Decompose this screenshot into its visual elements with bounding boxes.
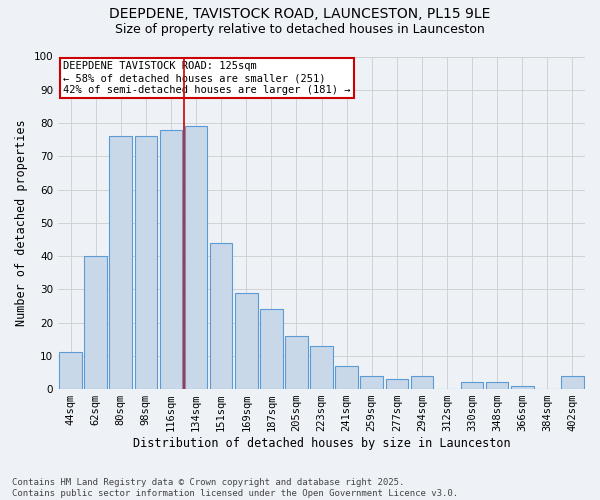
Bar xyxy=(59,352,82,389)
Bar xyxy=(486,382,508,389)
Text: Size of property relative to detached houses in Launceston: Size of property relative to detached ho… xyxy=(115,22,485,36)
Text: DEEPDENE, TAVISTOCK ROAD, LAUNCESTON, PL15 9LE: DEEPDENE, TAVISTOCK ROAD, LAUNCESTON, PL… xyxy=(109,8,491,22)
Text: DEEPDENE TAVISTOCK ROAD: 125sqm
← 58% of detached houses are smaller (251)
42% o: DEEPDENE TAVISTOCK ROAD: 125sqm ← 58% of… xyxy=(64,62,351,94)
Bar xyxy=(134,136,157,389)
Text: Contains HM Land Registry data © Crown copyright and database right 2025.
Contai: Contains HM Land Registry data © Crown c… xyxy=(12,478,458,498)
Bar xyxy=(310,346,333,389)
Y-axis label: Number of detached properties: Number of detached properties xyxy=(15,120,28,326)
Bar xyxy=(210,242,232,389)
Bar xyxy=(335,366,358,389)
Bar xyxy=(461,382,484,389)
Bar xyxy=(160,130,182,389)
Bar xyxy=(410,376,433,389)
Bar xyxy=(561,376,584,389)
Bar xyxy=(85,256,107,389)
Bar xyxy=(260,310,283,389)
Bar xyxy=(185,126,208,389)
Bar xyxy=(386,379,408,389)
Bar xyxy=(361,376,383,389)
Bar xyxy=(235,292,257,389)
Bar xyxy=(109,136,132,389)
X-axis label: Distribution of detached houses by size in Launceston: Distribution of detached houses by size … xyxy=(133,437,511,450)
Bar xyxy=(285,336,308,389)
Bar xyxy=(511,386,533,389)
